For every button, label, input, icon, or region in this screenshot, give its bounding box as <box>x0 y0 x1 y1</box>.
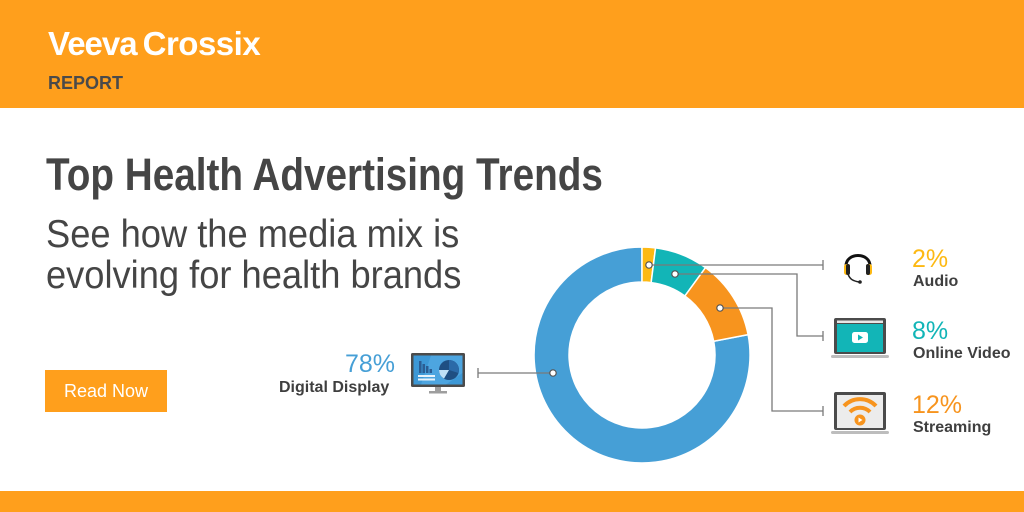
logo-veeva: Veeva <box>48 25 138 62</box>
callout-dots <box>549 261 724 377</box>
legend-label-online-video: Online Video <box>913 345 1011 362</box>
read-now-button[interactable]: Read Now <box>45 370 167 412</box>
connector-streaming <box>720 307 823 412</box>
slice-streaming <box>683 266 749 343</box>
logo-crossix: Crossix <box>142 25 261 62</box>
subtitle-line-1: See how the media mix is <box>46 213 460 256</box>
callout-connectors <box>477 260 824 416</box>
veeva-crossix-logo: Veeva Crossix <box>48 25 261 62</box>
laptop-video-icon <box>831 318 889 358</box>
subtitle-line-2: evolving for health brands <box>46 254 462 297</box>
legend-pct-digital-display: 78% <box>344 350 395 378</box>
legend-pct-streaming: 12% <box>912 391 963 419</box>
legend-label-streaming: Streaming <box>913 419 992 436</box>
report-tag: REPORT <box>48 73 124 93</box>
legend-label-audio: Audio <box>913 273 959 290</box>
monitor-chart-icon <box>411 353 465 394</box>
header-banner: Veeva Crossix REPORT <box>0 0 1024 108</box>
headset-icon <box>844 254 872 284</box>
footer-bar <box>0 491 1024 512</box>
page-title: Top Health Advertising Trends <box>46 149 603 200</box>
laptop-wifi-icon <box>831 392 889 434</box>
slice-digital-display <box>533 246 751 464</box>
connector-online-video <box>675 273 823 337</box>
legend-pct-online-video: 8% <box>912 317 949 345</box>
legend-pct-audio: 2% <box>912 245 949 273</box>
page-subtitle: See how the media mix is evolving for he… <box>46 214 461 296</box>
legend-label-digital-display: Digital Display <box>279 379 390 396</box>
